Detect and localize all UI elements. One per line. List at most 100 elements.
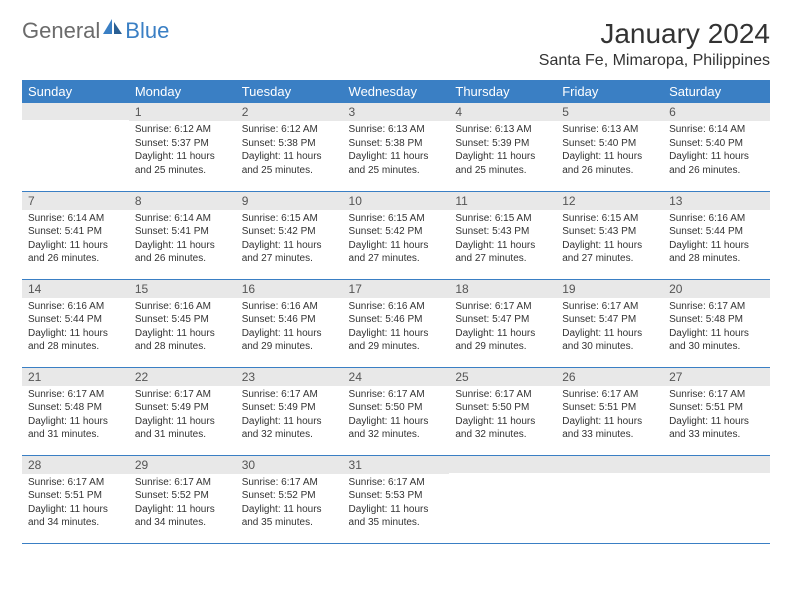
- sunrise-text: Sunrise: 6:17 AM: [455, 388, 550, 402]
- sunrise-text: Sunrise: 6:14 AM: [135, 212, 230, 226]
- calendar-day-cell: 9Sunrise: 6:15 AMSunset: 5:42 PMDaylight…: [236, 191, 343, 279]
- calendar-day-cell: 7Sunrise: 6:14 AMSunset: 5:41 PMDaylight…: [22, 191, 129, 279]
- day-number: 13: [663, 192, 770, 210]
- daylight-text: Daylight: 11 hours and 34 minutes.: [135, 503, 230, 530]
- brand-name-gray: General: [22, 18, 100, 44]
- day-details: Sunrise: 6:17 AMSunset: 5:49 PMDaylight:…: [129, 386, 236, 446]
- title-block: January 2024 Santa Fe, Mimaropa, Philipp…: [539, 18, 770, 70]
- day-number: 21: [22, 368, 129, 386]
- sunrise-text: Sunrise: 6:15 AM: [349, 212, 444, 226]
- calendar-day-cell: 26Sunrise: 6:17 AMSunset: 5:51 PMDayligh…: [556, 367, 663, 455]
- day-number: 26: [556, 368, 663, 386]
- calendar-day-cell: [663, 455, 770, 543]
- day-number: 8: [129, 192, 236, 210]
- calendar-table: Sunday Monday Tuesday Wednesday Thursday…: [22, 80, 770, 544]
- day-number: [449, 456, 556, 473]
- sunset-text: Sunset: 5:42 PM: [349, 225, 444, 239]
- day-number: 14: [22, 280, 129, 298]
- day-number: 11: [449, 192, 556, 210]
- sunrise-text: Sunrise: 6:17 AM: [669, 388, 764, 402]
- sunrise-text: Sunrise: 6:17 AM: [349, 388, 444, 402]
- header: General Blue January 2024 Santa Fe, Mima…: [22, 18, 770, 70]
- calendar-week-row: 28Sunrise: 6:17 AMSunset: 5:51 PMDayligh…: [22, 455, 770, 543]
- sunset-text: Sunset: 5:42 PM: [242, 225, 337, 239]
- daylight-text: Daylight: 11 hours and 29 minutes.: [242, 327, 337, 354]
- calendar-day-cell: 6Sunrise: 6:14 AMSunset: 5:40 PMDaylight…: [663, 103, 770, 191]
- sunset-text: Sunset: 5:38 PM: [242, 137, 337, 151]
- calendar-day-cell: [449, 455, 556, 543]
- daylight-text: Daylight: 11 hours and 33 minutes.: [669, 415, 764, 442]
- calendar-day-cell: [556, 455, 663, 543]
- sunrise-text: Sunrise: 6:17 AM: [28, 476, 123, 490]
- sunset-text: Sunset: 5:40 PM: [562, 137, 657, 151]
- day-number: 1: [129, 103, 236, 121]
- sunset-text: Sunset: 5:39 PM: [455, 137, 550, 151]
- sunrise-text: Sunrise: 6:16 AM: [28, 300, 123, 314]
- calendar-day-cell: 10Sunrise: 6:15 AMSunset: 5:42 PMDayligh…: [343, 191, 450, 279]
- sunrise-text: Sunrise: 6:14 AM: [669, 123, 764, 137]
- day-number: 7: [22, 192, 129, 210]
- day-details: Sunrise: 6:17 AMSunset: 5:47 PMDaylight:…: [556, 298, 663, 358]
- sunrise-text: Sunrise: 6:13 AM: [455, 123, 550, 137]
- day-details: Sunrise: 6:17 AMSunset: 5:49 PMDaylight:…: [236, 386, 343, 446]
- daylight-text: Daylight: 11 hours and 29 minutes.: [349, 327, 444, 354]
- daylight-text: Daylight: 11 hours and 26 minutes.: [562, 150, 657, 177]
- day-details: Sunrise: 6:15 AMSunset: 5:43 PMDaylight:…: [449, 210, 556, 270]
- sunset-text: Sunset: 5:46 PM: [242, 313, 337, 327]
- calendar-day-cell: 4Sunrise: 6:13 AMSunset: 5:39 PMDaylight…: [449, 103, 556, 191]
- day-number: 15: [129, 280, 236, 298]
- sunset-text: Sunset: 5:47 PM: [455, 313, 550, 327]
- day-details: Sunrise: 6:15 AMSunset: 5:43 PMDaylight:…: [556, 210, 663, 270]
- day-number: 5: [556, 103, 663, 121]
- sunrise-text: Sunrise: 6:17 AM: [242, 388, 337, 402]
- day-number: [663, 456, 770, 473]
- daylight-text: Daylight: 11 hours and 31 minutes.: [135, 415, 230, 442]
- daylight-text: Daylight: 11 hours and 34 minutes.: [28, 503, 123, 530]
- calendar-day-cell: 19Sunrise: 6:17 AMSunset: 5:47 PMDayligh…: [556, 279, 663, 367]
- daylight-text: Daylight: 11 hours and 27 minutes.: [242, 239, 337, 266]
- sunset-text: Sunset: 5:45 PM: [135, 313, 230, 327]
- calendar-day-cell: 3Sunrise: 6:13 AMSunset: 5:38 PMDaylight…: [343, 103, 450, 191]
- day-number: 9: [236, 192, 343, 210]
- day-number: 10: [343, 192, 450, 210]
- calendar-week-row: 21Sunrise: 6:17 AMSunset: 5:48 PMDayligh…: [22, 367, 770, 455]
- sunset-text: Sunset: 5:37 PM: [135, 137, 230, 151]
- weekday-header-row: Sunday Monday Tuesday Wednesday Thursday…: [22, 80, 770, 103]
- weekday-header: Wednesday: [343, 80, 450, 103]
- day-number: 16: [236, 280, 343, 298]
- calendar-day-cell: 2Sunrise: 6:12 AMSunset: 5:38 PMDaylight…: [236, 103, 343, 191]
- day-number: 12: [556, 192, 663, 210]
- day-details: Sunrise: 6:17 AMSunset: 5:51 PMDaylight:…: [22, 474, 129, 534]
- calendar-day-cell: 15Sunrise: 6:16 AMSunset: 5:45 PMDayligh…: [129, 279, 236, 367]
- sunrise-text: Sunrise: 6:16 AM: [349, 300, 444, 314]
- sunset-text: Sunset: 5:48 PM: [28, 401, 123, 415]
- sunset-text: Sunset: 5:49 PM: [242, 401, 337, 415]
- daylight-text: Daylight: 11 hours and 27 minutes.: [562, 239, 657, 266]
- sunrise-text: Sunrise: 6:17 AM: [135, 388, 230, 402]
- daylight-text: Daylight: 11 hours and 28 minutes.: [135, 327, 230, 354]
- calendar-day-cell: 17Sunrise: 6:16 AMSunset: 5:46 PMDayligh…: [343, 279, 450, 367]
- calendar-day-cell: 14Sunrise: 6:16 AMSunset: 5:44 PMDayligh…: [22, 279, 129, 367]
- sunrise-text: Sunrise: 6:17 AM: [349, 476, 444, 490]
- calendar-day-cell: 31Sunrise: 6:17 AMSunset: 5:53 PMDayligh…: [343, 455, 450, 543]
- day-details: Sunrise: 6:16 AMSunset: 5:45 PMDaylight:…: [129, 298, 236, 358]
- day-number: [22, 103, 129, 120]
- month-title: January 2024: [539, 18, 770, 50]
- day-number: 24: [343, 368, 450, 386]
- weekday-header: Sunday: [22, 80, 129, 103]
- daylight-text: Daylight: 11 hours and 26 minutes.: [135, 239, 230, 266]
- daylight-text: Daylight: 11 hours and 32 minutes.: [242, 415, 337, 442]
- day-details: Sunrise: 6:17 AMSunset: 5:51 PMDaylight:…: [556, 386, 663, 446]
- day-details: Sunrise: 6:12 AMSunset: 5:37 PMDaylight:…: [129, 121, 236, 181]
- day-details: Sunrise: 6:16 AMSunset: 5:46 PMDaylight:…: [236, 298, 343, 358]
- sunset-text: Sunset: 5:47 PM: [562, 313, 657, 327]
- daylight-text: Daylight: 11 hours and 27 minutes.: [349, 239, 444, 266]
- day-details: Sunrise: 6:15 AMSunset: 5:42 PMDaylight:…: [343, 210, 450, 270]
- day-details: Sunrise: 6:17 AMSunset: 5:48 PMDaylight:…: [22, 386, 129, 446]
- sunset-text: Sunset: 5:43 PM: [455, 225, 550, 239]
- day-number: 6: [663, 103, 770, 121]
- calendar-day-cell: 11Sunrise: 6:15 AMSunset: 5:43 PMDayligh…: [449, 191, 556, 279]
- sunrise-text: Sunrise: 6:16 AM: [135, 300, 230, 314]
- sunrise-text: Sunrise: 6:16 AM: [669, 212, 764, 226]
- calendar-day-cell: 29Sunrise: 6:17 AMSunset: 5:52 PMDayligh…: [129, 455, 236, 543]
